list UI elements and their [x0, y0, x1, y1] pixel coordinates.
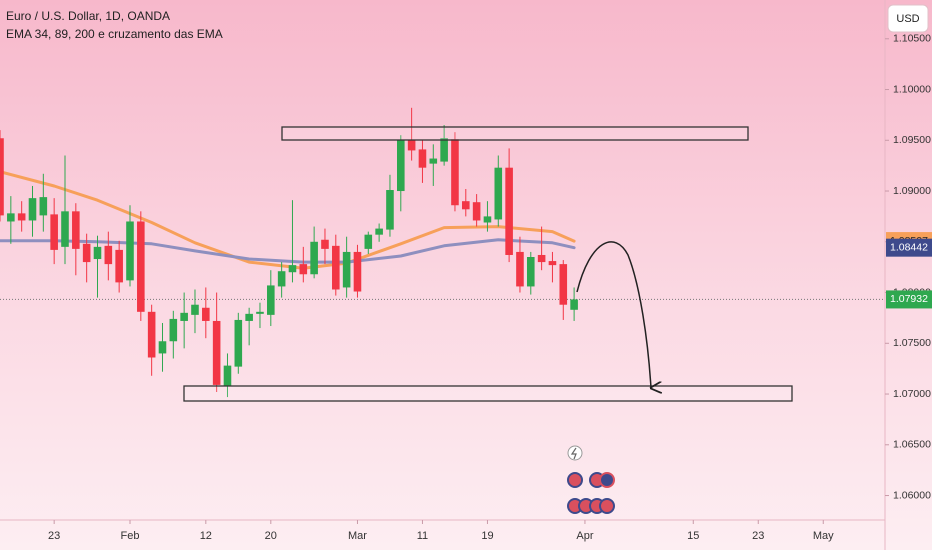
candle-body: [494, 167, 503, 220]
candle-body: [93, 246, 102, 260]
candle-body: [7, 213, 15, 222]
candle-body: [310, 241, 318, 275]
x-tick-label: 12: [200, 530, 212, 542]
lightning-icon[interactable]: [567, 445, 583, 461]
ema-price-label: 1.08442: [890, 241, 928, 253]
x-tick-label: May: [813, 530, 834, 542]
y-tick-label: 1.10000: [893, 83, 931, 95]
y-tick-label: 1.09000: [893, 185, 931, 197]
currency-label: USD: [896, 13, 919, 25]
candle-body: [375, 228, 383, 235]
candle-body: [147, 311, 156, 358]
y-tick-label: 1.06000: [893, 489, 931, 501]
chart-title: Euro / U.S. Dollar, 1D, OANDA: [6, 9, 170, 23]
forecast-arrow: [576, 241, 651, 388]
us-event-icon[interactable]: [599, 498, 615, 514]
y-tick-label: 1.10500: [893, 33, 931, 45]
candle-layer: [0, 107, 578, 398]
currency-button[interactable]: [887, 4, 929, 33]
axis-layer: 1.105001.100001.095001.090001.085001.080…: [48, 33, 932, 542]
x-tick-label: 20: [265, 530, 277, 542]
us-event-icon[interactable]: [567, 472, 583, 488]
candle-body: [223, 365, 232, 386]
candle-body: [17, 213, 26, 221]
x-tick-label: 15: [687, 530, 699, 542]
candle-body: [0, 138, 4, 216]
candle-body: [212, 320, 221, 385]
candle-body: [169, 318, 178, 342]
candle-body: [342, 251, 351, 288]
candle-body: [126, 221, 134, 281]
x-tick-label: Feb: [121, 530, 140, 542]
candle-body: [61, 211, 69, 247]
candle-body: [28, 198, 37, 221]
candle-body: [407, 140, 416, 151]
candle-body: [321, 239, 329, 249]
candle-body: [537, 254, 546, 263]
candle-body: [516, 251, 524, 287]
candle-body: [483, 216, 492, 223]
resistance-box: [281, 126, 749, 141]
y-tick-label: 1.09500: [893, 134, 931, 146]
x-tick-label: Mar: [348, 530, 367, 542]
candle-body: [202, 307, 210, 321]
candle-body: [570, 299, 578, 310]
candle-body: [451, 139, 459, 206]
candle-body: [82, 243, 91, 263]
candle-body: [234, 319, 243, 367]
candle-body: [472, 202, 481, 221]
candle-body: [104, 245, 113, 265]
candle-body: [299, 264, 308, 275]
candle-body: [50, 214, 58, 250]
candle-body: [505, 167, 513, 255]
candle-body: [115, 249, 123, 283]
x-tick-label: 23: [48, 530, 60, 542]
grid-layer: [0, 38, 889, 524]
candle-body: [180, 312, 188, 321]
candle-body: [277, 271, 286, 287]
lightning-glyph: [570, 447, 577, 460]
eu-event-icon[interactable]: [599, 472, 615, 488]
x-tick-label: 11: [417, 530, 428, 542]
x-tick-label: Apr: [576, 530, 593, 542]
candle-body: [267, 285, 275, 315]
candle-body: [256, 311, 264, 314]
y-tick-label: 1.07500: [893, 337, 931, 349]
candle-body: [364, 234, 373, 249]
candle-body: [429, 158, 438, 164]
candle-body: [72, 211, 80, 249]
candle-body: [559, 264, 568, 305]
last-price-label: 1.07932: [890, 293, 928, 305]
event-icons: [567, 445, 615, 514]
candle-body: [191, 304, 199, 315]
candle-body: [39, 197, 48, 216]
candle-body: [245, 313, 253, 321]
candle-body: [418, 149, 427, 168]
last-price-tag: [886, 290, 932, 309]
candle-body: [461, 201, 470, 210]
support-box: [183, 385, 793, 402]
ema-price-tag: [886, 238, 932, 257]
candle-body: [137, 221, 145, 312]
chart-subtitle: EMA 34, 89, 200 e cruzamento das EMA: [6, 27, 223, 41]
candle-body: [548, 261, 557, 266]
y-tick-label: 1.06500: [893, 439, 931, 451]
candle-body: [288, 265, 297, 273]
candle-body: [158, 341, 167, 354]
candle-body: [440, 138, 448, 162]
candle-body: [397, 140, 405, 192]
candle-body: [353, 251, 362, 292]
candle-body: [332, 245, 340, 290]
x-tick-label: 23: [752, 530, 764, 542]
candle-body: [386, 190, 394, 230]
x-tick-label: 19: [481, 530, 493, 542]
y-tick-label: 1.07000: [893, 388, 931, 400]
candle-body: [526, 257, 535, 287]
